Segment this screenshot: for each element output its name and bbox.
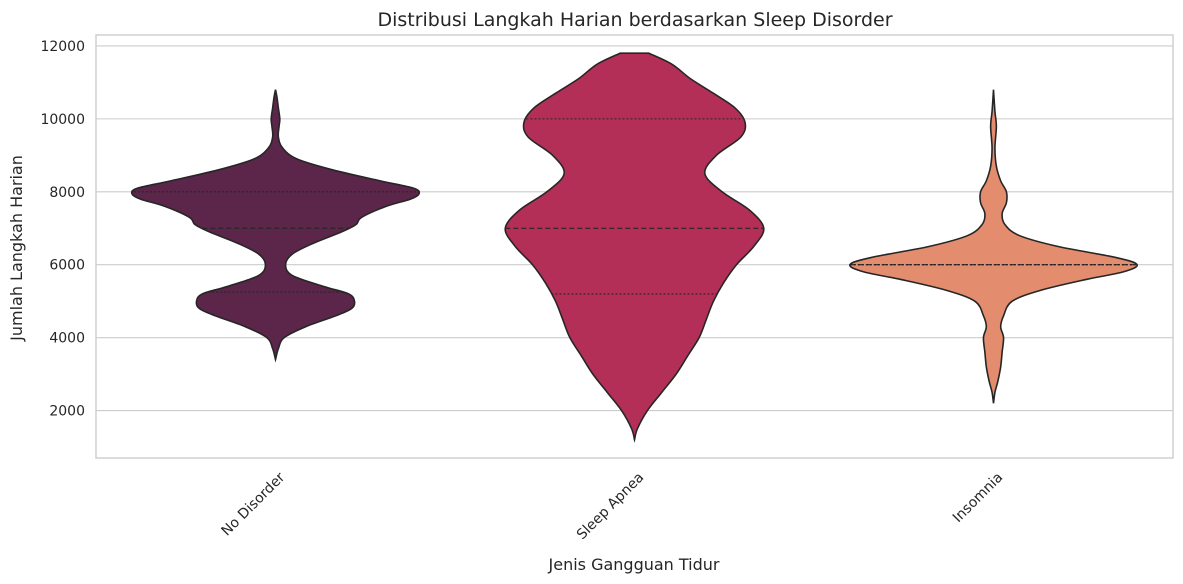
violins — [130, 52, 1138, 443]
x-axis-ticks: No Disorder Sleep Apnea Insomnia — [218, 469, 1006, 543]
violin-sleep-apnea — [504, 52, 765, 443]
y-axis-ticks: 2000 4000 6000 8000 10000 12000 — [40, 39, 85, 420]
y-tick-label: 10000 — [40, 112, 85, 128]
violin-insomnia — [849, 89, 1138, 404]
plot-border — [95, 34, 1174, 459]
y-tick-label: 2000 — [49, 404, 85, 420]
x-tick-label: Sleep Apnea — [574, 470, 647, 543]
x-axis-label: Jenis Gangguan Tidur — [548, 555, 720, 574]
chart-title: Distribusi Langkah Harian berdasarkan Sl… — [377, 9, 892, 31]
y-tick-label: 4000 — [49, 331, 85, 347]
violin-no-disorder — [130, 89, 421, 363]
x-tick-label: No Disorder — [218, 469, 288, 539]
plot-frame — [95, 34, 1174, 459]
y-tick-label: 8000 — [49, 185, 85, 201]
x-tick-label: Insomnia — [950, 470, 1006, 526]
y-tick-label: 12000 — [40, 39, 85, 55]
y-axis-label: Jumlah Langkah Harian — [7, 155, 26, 342]
y-tick-label: 6000 — [49, 258, 85, 274]
